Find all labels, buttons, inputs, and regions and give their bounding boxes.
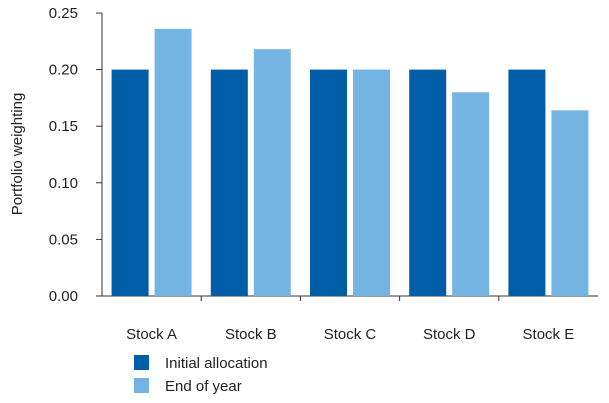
y-tick-label: 0.10 [49,175,78,192]
x-tick-group: Stock A Stock B Stock C Stock D Stock E [126,296,574,343]
legend-label: End of year [165,378,242,395]
bar-initial-allocation-3 [310,69,347,296]
bar-group [111,28,589,297]
legend-swatch [134,378,149,393]
y-tick-label: 0.00 [49,288,78,305]
legend-label: Initial allocation [165,355,268,372]
x-tick-label: Stock E [523,326,575,343]
bar-initial-allocation-2 [210,69,248,296]
legend-swatch [134,355,149,370]
bar-end-of-year-5 [551,110,589,297]
bar-initial-allocation-4 [409,69,447,296]
y-tick-group: 0.00 0.05 0.10 0.15 0.20 0.25 [49,5,102,305]
x-tick-label: Stock B [225,326,277,343]
bar-end-of-year-1 [154,28,192,297]
x-tick-label: Stock C [324,326,377,343]
y-axis-title: Portfolio weighting [9,93,26,216]
x-tick-label: Stock A [126,326,177,343]
bar-initial-allocation-5 [508,69,546,296]
x-tick-label: Stock D [423,326,476,343]
x-axis: Stock A Stock B Stock C Stock D Stock E [102,295,598,343]
y-tick-label: 0.15 [49,118,78,135]
bar-end-of-year-3 [353,69,390,296]
legend: Initial allocation End of year [134,355,268,395]
y-axis: 0.00 0.05 0.10 0.15 0.20 0.25 [49,5,103,305]
y-tick-label: 0.25 [49,5,78,22]
bar-end-of-year-2 [253,49,291,296]
y-tick-label: 0.05 [49,231,78,248]
y-tick-label: 0.20 [49,62,78,79]
bar-initial-allocation-1 [111,69,149,296]
bar-end-of-year-4 [452,92,490,297]
